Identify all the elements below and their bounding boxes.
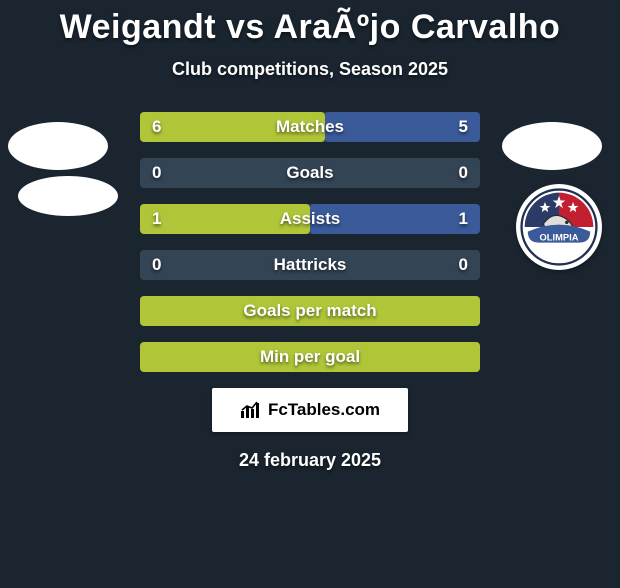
stat-label: Goals bbox=[286, 163, 333, 183]
page-title: Weigandt vs AraÃºjo Carvalho bbox=[0, 8, 620, 47]
fctables-chip[interactable]: FcTables.com bbox=[212, 388, 408, 432]
fctables-label: FcTables.com bbox=[268, 400, 380, 420]
stat-value-left: 1 bbox=[152, 209, 161, 229]
stat-value-right: 1 bbox=[459, 209, 468, 229]
stat-value-left: 0 bbox=[152, 255, 161, 275]
date-line: 24 february 2025 bbox=[0, 450, 620, 471]
stat-value-right: 5 bbox=[459, 117, 468, 137]
stat-value-right: 0 bbox=[459, 255, 468, 275]
stat-row: 1 1 Assists bbox=[140, 204, 480, 234]
stat-label: Goals per match bbox=[243, 301, 376, 321]
stat-row: Min per goal bbox=[140, 342, 480, 372]
stat-label: Matches bbox=[276, 117, 344, 137]
stats-comparison: 6 5 Matches 0 0 Goals 1 1 Assists 0 0 Hattricks Goal… bbox=[0, 112, 620, 372]
page-subtitle: Club competitions, Season 2025 bbox=[0, 59, 620, 80]
stat-value-left: 6 bbox=[152, 117, 161, 137]
stat-row: Goals per match bbox=[140, 296, 480, 326]
stat-value-right: 0 bbox=[459, 163, 468, 183]
stat-fill-right bbox=[325, 112, 480, 142]
stat-label: Hattricks bbox=[274, 255, 347, 275]
stat-label: Assists bbox=[280, 209, 340, 229]
stat-value-left: 0 bbox=[152, 163, 161, 183]
stat-row: 6 5 Matches bbox=[140, 112, 480, 142]
barchart-icon bbox=[240, 401, 262, 419]
stat-label: Min per goal bbox=[260, 347, 360, 367]
stat-row: 0 0 Goals bbox=[140, 158, 480, 188]
stat-row: 0 0 Hattricks bbox=[140, 250, 480, 280]
